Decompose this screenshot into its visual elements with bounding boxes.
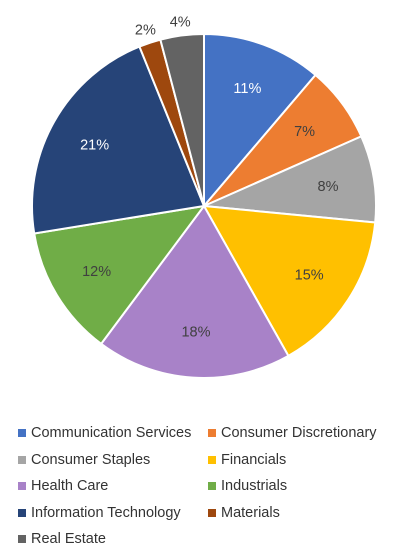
legend-swatch — [208, 508, 216, 517]
chart-legend: Communication Services Consumer Discretio… — [18, 420, 388, 553]
legend-label: Industrials — [221, 478, 288, 494]
legend-item-consumer-discretionary: Consumer Discretionary — [208, 426, 377, 441]
legend-item-real-estate: Real Estate — [18, 532, 208, 547]
legend-swatch — [208, 429, 216, 438]
legend-swatch — [208, 455, 216, 464]
pie-slice-health-care — [100, 205, 290, 379]
data-label-real-estate: 4% — [170, 15, 191, 31]
legend-item-financials: Financials — [208, 451, 287, 468]
legend-label: Consumer Staples — [31, 451, 151, 468]
pie-slice-industrials — [33, 205, 205, 345]
pie-chart-svg: 11% 7% 8% 15% 18% 12% 21% 2% 4% — [31, 15, 377, 379]
legend-swatch — [208, 482, 216, 491]
legend-item-health-care: Health Care — [18, 479, 208, 494]
data-label-consumer-discretionary: 7% — [294, 124, 315, 140]
legend-swatch — [18, 508, 26, 517]
legend-label: Communication Services — [31, 425, 192, 441]
legend-row: Information Technology Materials — [18, 500, 388, 527]
legend-item-materials: Materials — [208, 504, 280, 521]
data-label-industrials: 12% — [82, 264, 111, 280]
legend-item-industrials: Industrials — [208, 479, 287, 494]
pie-slice-information-technology — [31, 45, 205, 235]
legend-label: Materials — [221, 504, 280, 521]
pie-slice-financials — [203, 205, 377, 357]
legend-swatch — [18, 429, 26, 438]
legend-item-communication-services: Communication Services — [18, 426, 208, 441]
legend-row: Communication Services Consumer Discretio… — [18, 420, 388, 447]
pie-slice-consumer-staples — [203, 135, 377, 224]
legend-label: Consumer Discretionary — [221, 425, 377, 441]
data-label-materials: 2% — [135, 23, 156, 39]
legend-label: Health Care — [31, 478, 109, 494]
data-label-health-care: 18% — [181, 324, 210, 340]
legend-swatch — [18, 455, 26, 464]
data-label-information-technology: 21% — [80, 137, 109, 153]
legend-row: Real Estate — [18, 526, 388, 553]
data-label-consumer-staples: 8% — [318, 179, 339, 195]
legend-item-information-technology: Information Technology — [18, 504, 208, 521]
legend-label: Real Estate — [31, 531, 106, 547]
legend-swatch — [18, 535, 26, 544]
legend-row: Health Care Industrials — [18, 473, 388, 500]
legend-row: Consumer Staples Financials — [18, 447, 388, 474]
legend-label: Financials — [221, 451, 287, 468]
pie-slice-real-estate — [159, 33, 205, 207]
legend-swatch — [18, 482, 26, 491]
pie-slice-communication-services — [203, 33, 317, 207]
legend-item-consumer-staples: Consumer Staples — [18, 451, 208, 468]
data-label-financials: 15% — [295, 268, 324, 284]
legend-label: Information Technology — [31, 504, 181, 521]
data-label-communication-services: 11% — [233, 81, 261, 97]
